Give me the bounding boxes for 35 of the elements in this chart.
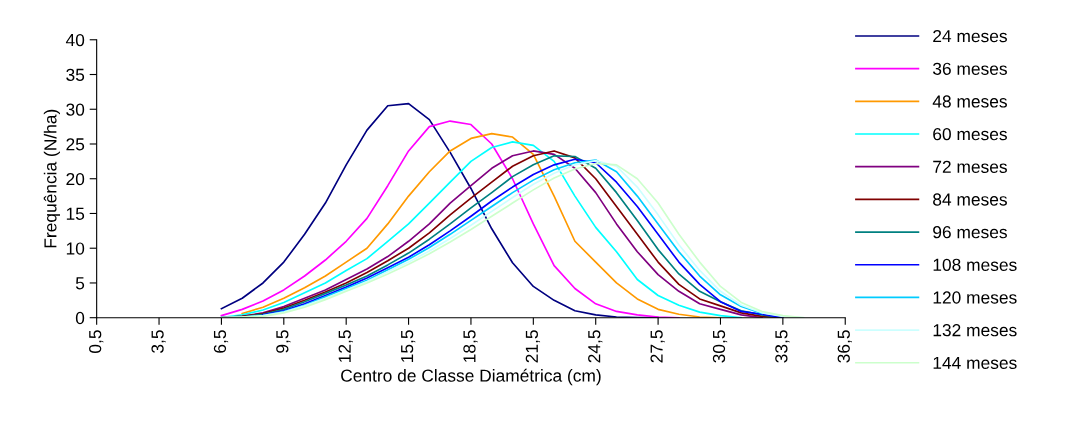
- legend-label: 96 meses: [933, 226, 1007, 239]
- x-tick-label: 27,5: [650, 330, 665, 363]
- legend-label: 36 meses: [932, 62, 1007, 75]
- x-tick-label: 9,5: [276, 330, 291, 353]
- y-axis-title: Frequência (N/ha): [43, 109, 60, 248]
- legend-label: 108 meses: [933, 258, 1017, 271]
- x-tick-label: 33,5: [775, 330, 790, 363]
- x-tick-label: 21,5: [525, 330, 541, 363]
- x-tick-label: 6,5: [213, 330, 229, 353]
- x-tick-label: 0,5: [89, 330, 104, 353]
- legend-label: 60 meses: [933, 127, 1007, 141]
- y-tick-label: 25: [66, 138, 85, 151]
- y-tick-label: 40: [65, 33, 85, 47]
- legend-label: 144 meses: [933, 356, 1017, 370]
- x-tick-label: 36,5: [837, 330, 852, 363]
- x-tick-label: 30,5: [712, 330, 728, 363]
- legend-label: 132 meses: [933, 324, 1017, 337]
- y-tick-label: 10: [66, 242, 85, 255]
- y-tick-label: 20: [66, 172, 85, 186]
- y-tick-label: 0: [75, 311, 85, 325]
- legend-label: 48 meses: [932, 95, 1007, 108]
- legend-label: 72 meses: [933, 160, 1007, 173]
- x-tick-label: 18,5: [463, 330, 478, 362]
- y-tick-label: 5: [75, 277, 85, 290]
- legend-label: 120 meses: [933, 291, 1017, 304]
- x-tick-label: 12,5: [338, 330, 353, 362]
- x-axis-title: Centro de Classe Diamétrica (cm): [341, 368, 601, 386]
- x-tick-label: 15,5: [401, 330, 416, 362]
- x-tick-label: 3,5: [151, 330, 166, 353]
- y-tick-label: 35: [66, 68, 85, 81]
- y-tick-label: 30: [66, 103, 85, 116]
- legend-label: 84 meses: [933, 193, 1007, 206]
- y-tick-label: 15: [66, 207, 85, 220]
- legend-label: 24 meses: [933, 29, 1007, 43]
- x-tick-label: 24,5: [588, 330, 603, 363]
